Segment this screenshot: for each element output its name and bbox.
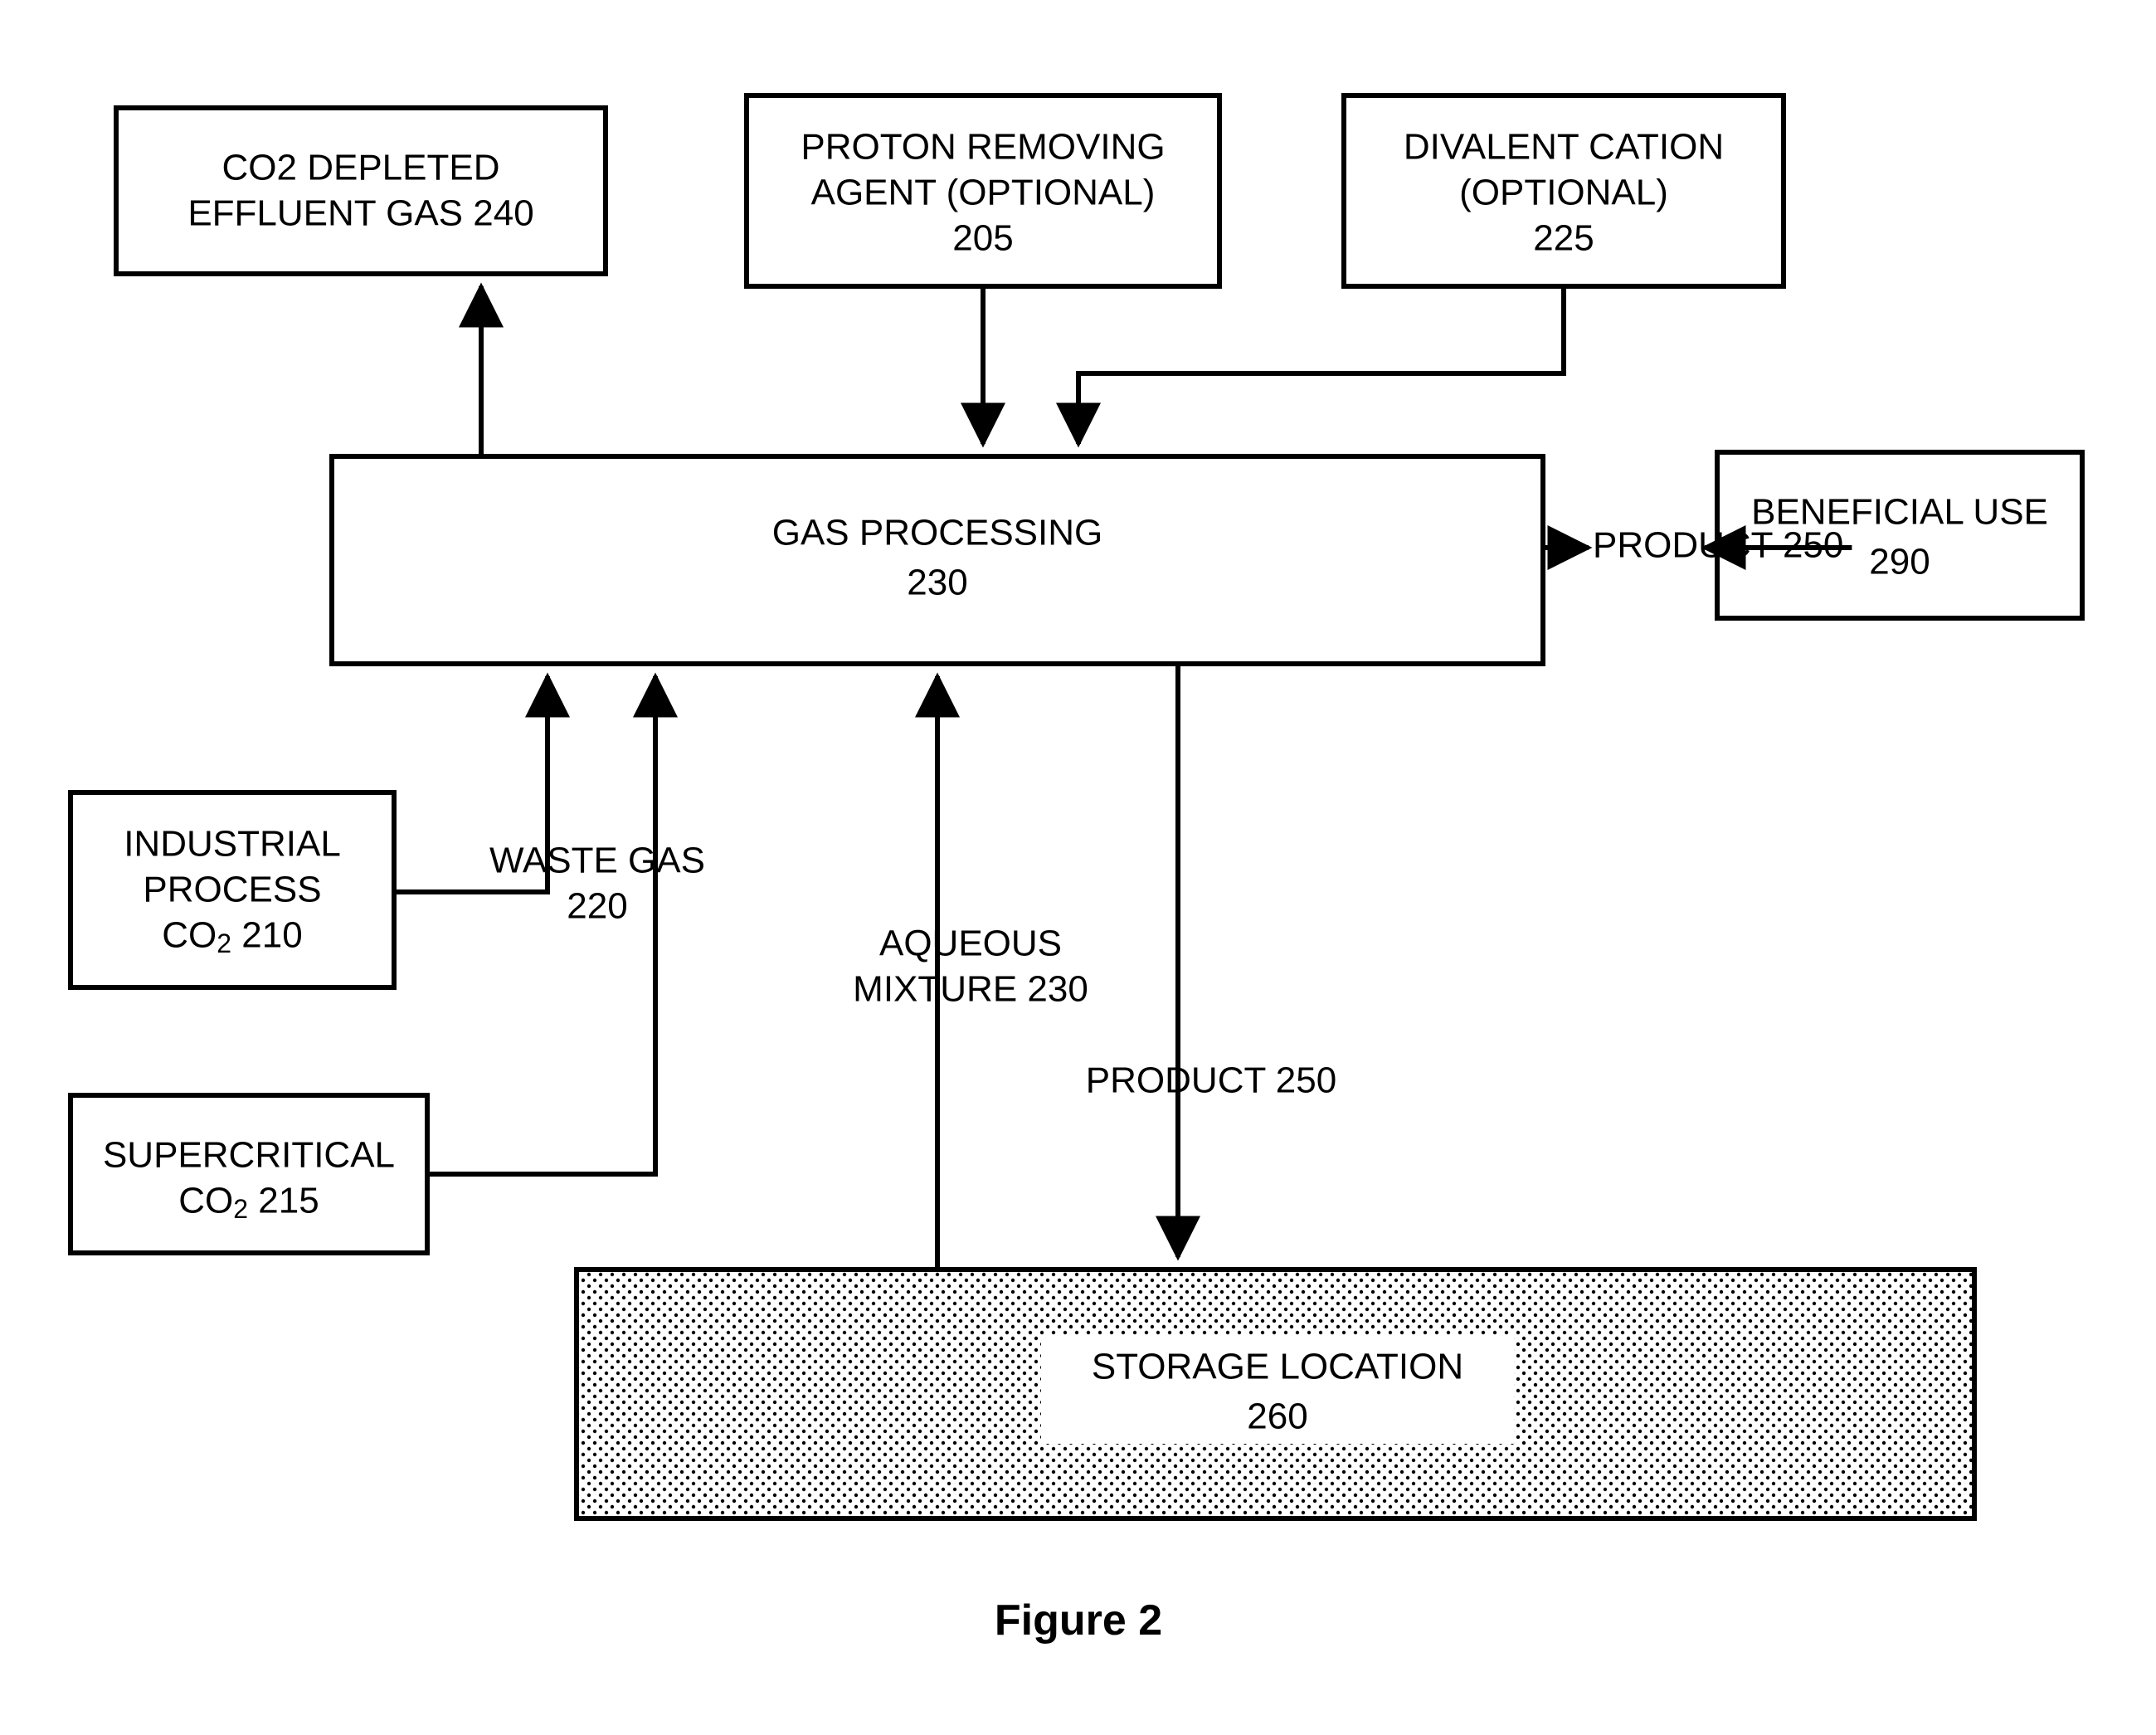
n210-l0: INDUSTRIAL [124,824,341,865]
n215-l1: CO2 215 [178,1181,319,1225]
waste-gas-l1: 220 [567,886,627,927]
edge-divalent-to-gasproc [1078,286,1564,444]
n210-l1: PROCESS [143,870,321,910]
figure-caption: Figure 2 [995,1596,1162,1645]
waste-gas-l0: WASTE GAS [489,841,705,881]
n215-l0: SUPERCRITICAL [103,1135,395,1176]
aqueous-l1: MIXTURE 230 [853,969,1088,1010]
n240-l1: EFFLUENT GAS 240 [187,193,533,234]
node-supercritical: SUPERCRITICAL CO2 215 [71,1095,427,1253]
n240-l0: CO2 DEPLETED [222,148,500,188]
n260-l0: STORAGE LOCATION [1092,1347,1463,1387]
product-down-l0: PRODUCT 250 [1086,1060,1336,1101]
node-co2-depleted: CO2 DEPLETED EFFLUENT GAS 240 [116,108,606,274]
node-storage-location: STORAGE LOCATION 260 [577,1270,1974,1518]
node-gas-processing: GAS PROCESSING 230 [332,456,1543,664]
n230-l1: 230 [907,563,967,603]
n205-l1: AGENT (OPTIONAL) [811,173,1156,213]
node-proton-removing: PROTON REMOVING AGENT (OPTIONAL) 205 [747,95,1219,286]
node-divalent-cation: DIVALENT CATION (OPTIONAL) 225 [1344,95,1784,286]
n290-l1: 290 [1869,542,1930,582]
n225-l2: 225 [1533,218,1594,259]
n225-l0: DIVALENT CATION [1404,127,1724,168]
n225-l1: (OPTIONAL) [1459,173,1668,213]
n260-l1: 260 [1247,1396,1307,1437]
node-industrial-process: INDUSTRIAL PROCESS CO2 210 [71,792,394,987]
n205-l2: 205 [952,218,1013,259]
n230-l0: GAS PROCESSING [772,513,1103,553]
n210-l2: CO2 210 [162,915,302,959]
aqueous-l0: AQUEOUS [879,924,1062,964]
n205-l0: PROTON REMOVING [801,127,1165,168]
